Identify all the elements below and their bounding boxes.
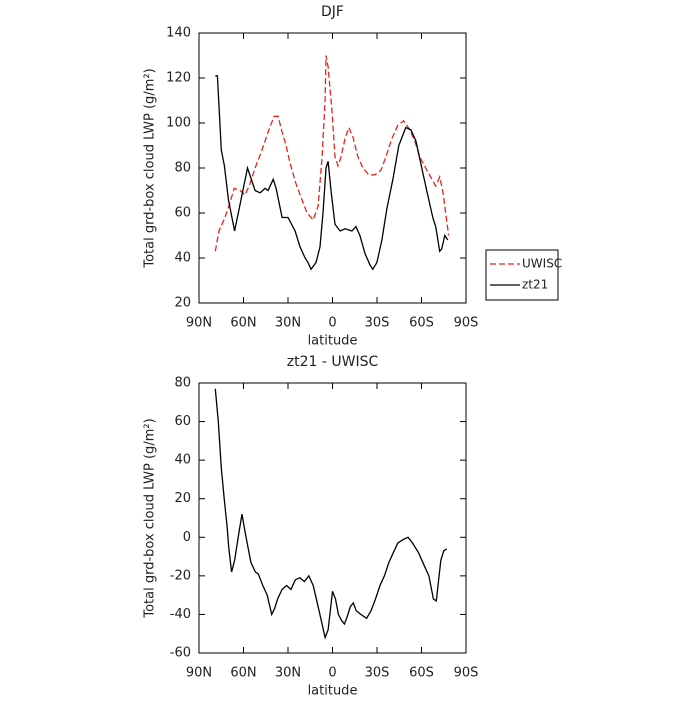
x-tick-label: 90N: [186, 316, 212, 331]
y-tick-label: -20: [170, 568, 191, 583]
data-line: [214, 388, 448, 640]
y-tick-label: 80: [174, 161, 191, 176]
y-tick-label: 40: [174, 453, 191, 468]
data-line: [215, 75, 449, 271]
data-line: [214, 55, 450, 252]
x-tick-label: 60N: [230, 316, 256, 331]
y-tick-label: -40: [170, 607, 191, 622]
x-tick-label: 60S: [409, 316, 434, 331]
y-tick-label: 120: [166, 71, 191, 86]
x-axis-label: latitude: [308, 684, 358, 699]
legend-box: [485, 249, 559, 301]
y-tick-label: 80: [174, 376, 191, 391]
chart-title: zt21 - UWISC: [287, 354, 379, 370]
x-tick-label: 30N: [275, 316, 301, 331]
x-tick-label: 60N: [230, 666, 256, 681]
y-tick-label: 40: [174, 251, 191, 266]
x-tick-label: 90N: [186, 666, 212, 681]
y-tick-label: 100: [166, 116, 191, 131]
legend-label: zt21: [522, 278, 548, 292]
y-tick-label: 60: [174, 414, 191, 429]
y-tick-label: 20: [174, 296, 191, 311]
y-tick-label: 20: [174, 491, 191, 506]
x-tick-label: 0: [328, 316, 336, 331]
x-tick-label: 0: [328, 666, 336, 681]
legend-label: UWISC: [522, 257, 562, 271]
x-tick-label: 30S: [365, 666, 390, 681]
x-tick-label: 60S: [409, 666, 434, 681]
y-tick-label: 0: [183, 530, 191, 545]
y-axis-label: Total grd-box cloud LWP (g/m²): [143, 68, 158, 268]
x-tick-label: 90S: [454, 316, 479, 331]
y-tick-label: -60: [170, 646, 191, 661]
plot-frame: [198, 382, 467, 654]
y-tick-label: 140: [166, 26, 191, 41]
x-axis-label: latitude: [308, 334, 358, 349]
x-tick-label: 30N: [275, 666, 301, 681]
y-tick-label: 60: [174, 206, 191, 221]
x-tick-label: 90S: [454, 666, 479, 681]
y-axis-label: Total grd-box cloud LWP (g/m²): [143, 418, 158, 618]
chart-title: DJF: [321, 4, 344, 20]
x-tick-label: 30S: [365, 316, 390, 331]
